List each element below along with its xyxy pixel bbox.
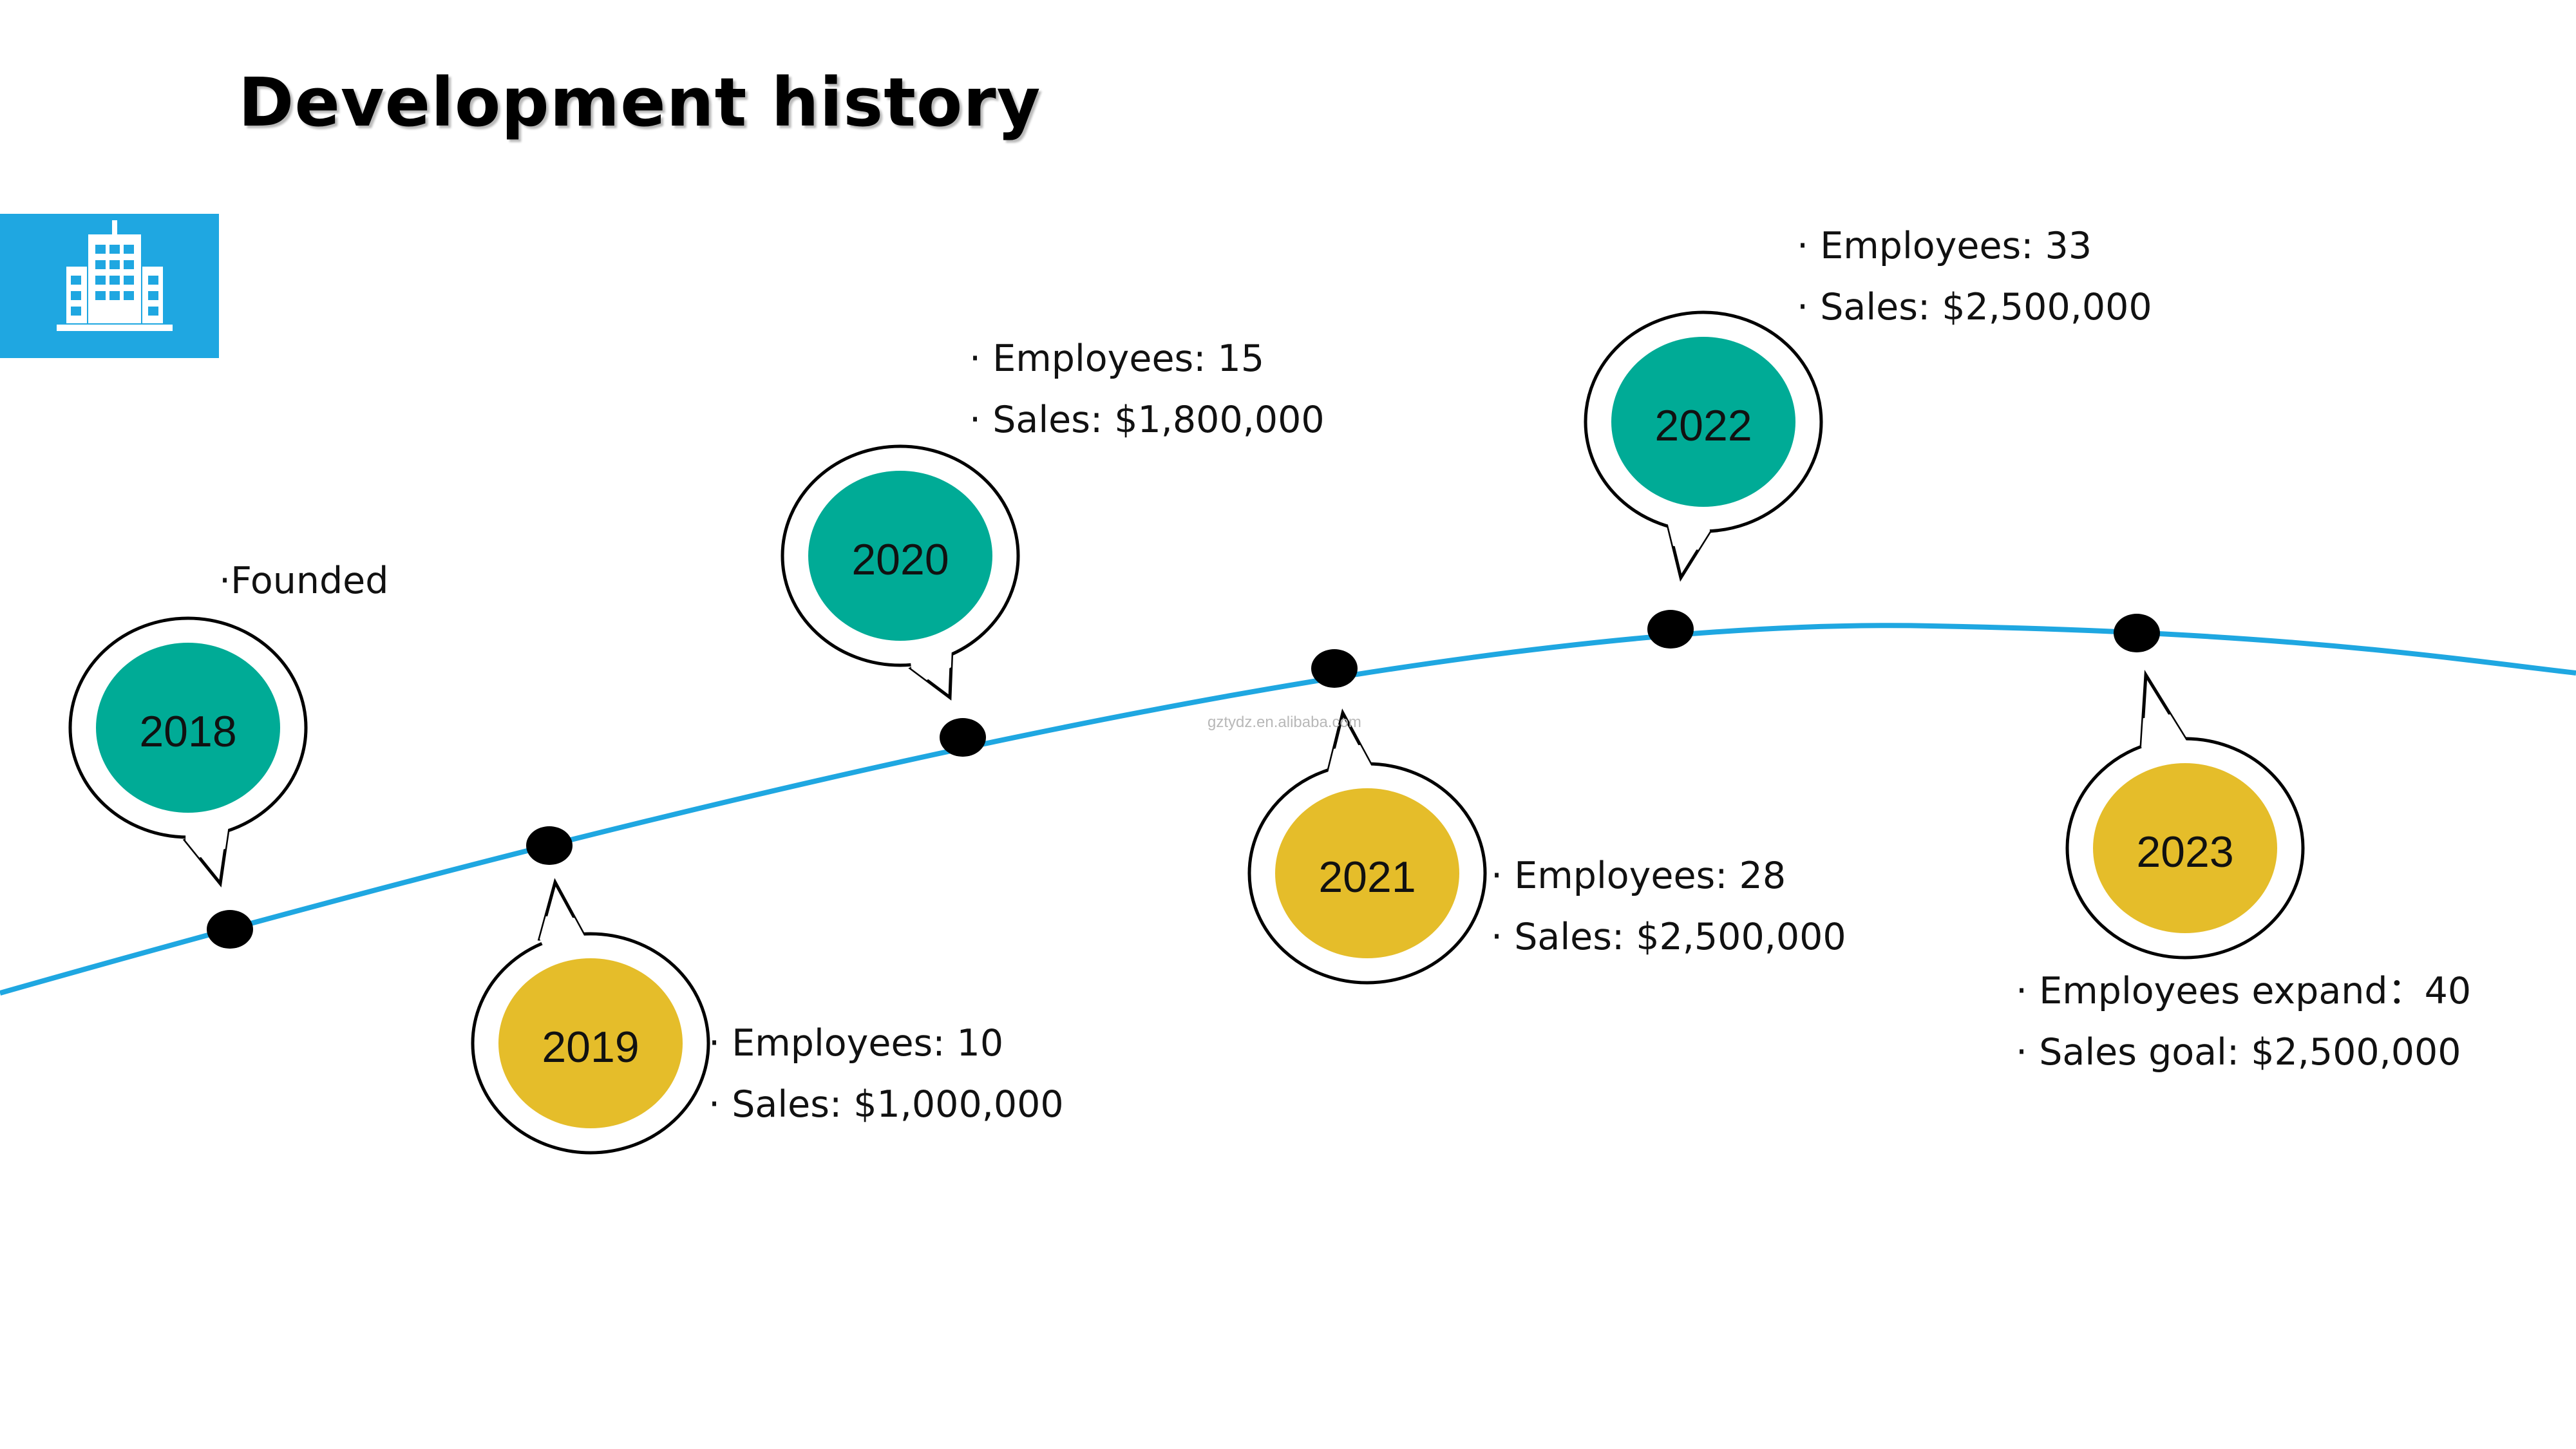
milestone-2020-bubble: 2020: [781, 444, 1020, 701]
timeline-dot: [2114, 614, 2160, 652]
milestone-2021-info: · Employees: 28 · Sales: $2,500,000: [1491, 846, 1846, 968]
milestone-2020-info: · Employees: 15 · Sales: $1,800,000: [969, 328, 1325, 451]
year-badge: [2093, 763, 2277, 933]
year-badge: [808, 471, 992, 641]
building-icon: [57, 220, 173, 331]
milestone-2022-line: · Sales: $2,500,000: [1797, 286, 2152, 328]
year-badge: [498, 958, 683, 1128]
milestone-2023-info: · Employees expand：40 · Sales goal: $2,5…: [2016, 961, 2471, 1083]
milestone-2022-info: · Employees: 33 · Sales: $2,500,000: [1797, 216, 2152, 338]
milestone-2022-bubble: 2022: [1584, 310, 1823, 582]
milestone-2020-line: · Employees: 15: [969, 337, 1265, 380]
timeline-dot: [940, 718, 986, 757]
milestone-2019-bubble: 2019: [471, 878, 710, 1155]
timeline-dot: [526, 826, 573, 865]
milestone-2019-info: · Employees: 10 · Sales: $1,000,000: [708, 1013, 1064, 1135]
milestone-2021-line: · Employees: 28: [1491, 855, 1786, 897]
year-label: 2023: [2136, 828, 2233, 876]
year-label: 2021: [1318, 853, 1416, 902]
milestone-2018-line: ·Founded: [219, 560, 389, 602]
milestone-2018-info: ·Founded: [219, 551, 388, 612]
icon-tile: [0, 214, 219, 358]
milestone-2023-line: · Sales goal: $2,500,000: [2016, 1031, 2461, 1074]
year-label: 2020: [851, 535, 949, 584]
year-label: 2019: [542, 1023, 639, 1072]
page-title: Development history: [238, 63, 1041, 142]
timeline-dot: [207, 910, 253, 949]
milestone-2018-bubble: 2018: [68, 616, 308, 888]
watermark: gztydz.en.alibaba.com: [1208, 714, 1361, 731]
milestone-2021-bubble: 2021: [1247, 708, 1487, 985]
milestone-2023-bubble: 2023: [2065, 669, 2305, 960]
milestone-2023-line: · Employees expand：40: [2016, 970, 2472, 1012]
year-badge: [1275, 788, 1459, 958]
year-badge: [96, 643, 280, 813]
year-label: 2022: [1654, 401, 1752, 450]
milestone-2019-line: · Employees: 10: [708, 1022, 1004, 1065]
milestone-2019-line: · Sales: $1,000,000: [708, 1083, 1064, 1126]
milestone-2022-line: · Employees: 33: [1797, 225, 2092, 267]
milestone-2020-line: · Sales: $1,800,000: [969, 399, 1325, 441]
timeline-dot: [1311, 649, 1358, 688]
year-label: 2018: [139, 707, 236, 756]
milestone-2021-line: · Sales: $2,500,000: [1491, 916, 1846, 958]
timeline-dot: [1647, 610, 1694, 649]
year-badge: [1611, 337, 1795, 507]
